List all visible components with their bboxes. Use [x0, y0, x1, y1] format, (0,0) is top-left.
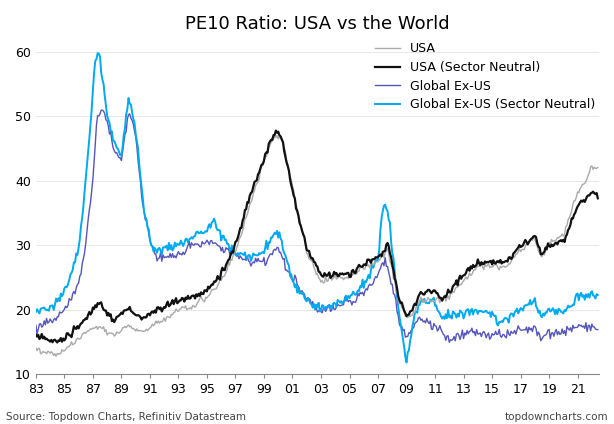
- Line: Global Ex-US: Global Ex-US: [36, 110, 598, 342]
- USA: [32, 346, 39, 351]
- Global Ex-US (Sector Neutral): [94, 50, 101, 56]
- Title: PE10 Ratio: USA vs the World: PE10 Ratio: USA vs the World: [185, 15, 449, 33]
- Global Ex-US (Sector Neutral): [515, 311, 522, 316]
- Global Ex-US (Sector Neutral): [75, 245, 82, 250]
- Global Ex-US: [119, 149, 126, 154]
- USA (Sector Neutral): [272, 128, 279, 133]
- Global Ex-US: [75, 281, 82, 286]
- Text: Source: Topdown Charts, Refinitiv Datastream: Source: Topdown Charts, Refinitiv Datast…: [6, 412, 246, 422]
- USA: [64, 345, 72, 350]
- Global Ex-US: [282, 268, 289, 273]
- USA (Sector Neutral): [64, 331, 72, 336]
- USA: [215, 281, 222, 286]
- USA: [76, 337, 84, 342]
- Global Ex-US: [594, 327, 602, 332]
- USA: [594, 165, 602, 170]
- Global Ex-US (Sector Neutral): [119, 145, 126, 150]
- Global Ex-US (Sector Neutral): [594, 293, 602, 298]
- Legend: USA, USA (Sector Neutral), Global Ex-US, Global Ex-US (Sector Neutral): USA, USA (Sector Neutral), Global Ex-US,…: [375, 42, 595, 112]
- Global Ex-US: [32, 322, 39, 327]
- USA: [515, 249, 522, 254]
- Global Ex-US: [515, 323, 522, 328]
- USA (Sector Neutral): [119, 312, 126, 317]
- Text: topdowncharts.com: topdowncharts.com: [504, 412, 608, 422]
- USA: [119, 325, 126, 330]
- USA (Sector Neutral): [76, 323, 84, 328]
- Line: USA (Sector Neutral): USA (Sector Neutral): [36, 131, 598, 343]
- USA (Sector Neutral): [53, 340, 61, 345]
- USA (Sector Neutral): [215, 276, 222, 281]
- Global Ex-US: [98, 108, 105, 113]
- Global Ex-US (Sector Neutral): [63, 285, 71, 290]
- Global Ex-US (Sector Neutral): [32, 310, 39, 315]
- Global Ex-US: [446, 340, 453, 345]
- USA (Sector Neutral): [32, 332, 39, 337]
- USA (Sector Neutral): [515, 245, 522, 250]
- Global Ex-US: [215, 243, 222, 248]
- Line: Global Ex-US (Sector Neutral): Global Ex-US (Sector Neutral): [36, 53, 598, 363]
- USA: [273, 133, 281, 138]
- Line: USA: USA: [36, 136, 598, 356]
- Global Ex-US (Sector Neutral): [403, 360, 410, 365]
- Global Ex-US (Sector Neutral): [215, 228, 222, 233]
- USA: [283, 158, 290, 163]
- USA (Sector Neutral): [283, 160, 290, 165]
- USA: [52, 354, 60, 359]
- USA (Sector Neutral): [594, 196, 602, 201]
- Global Ex-US (Sector Neutral): [282, 252, 289, 257]
- Global Ex-US: [63, 305, 71, 310]
